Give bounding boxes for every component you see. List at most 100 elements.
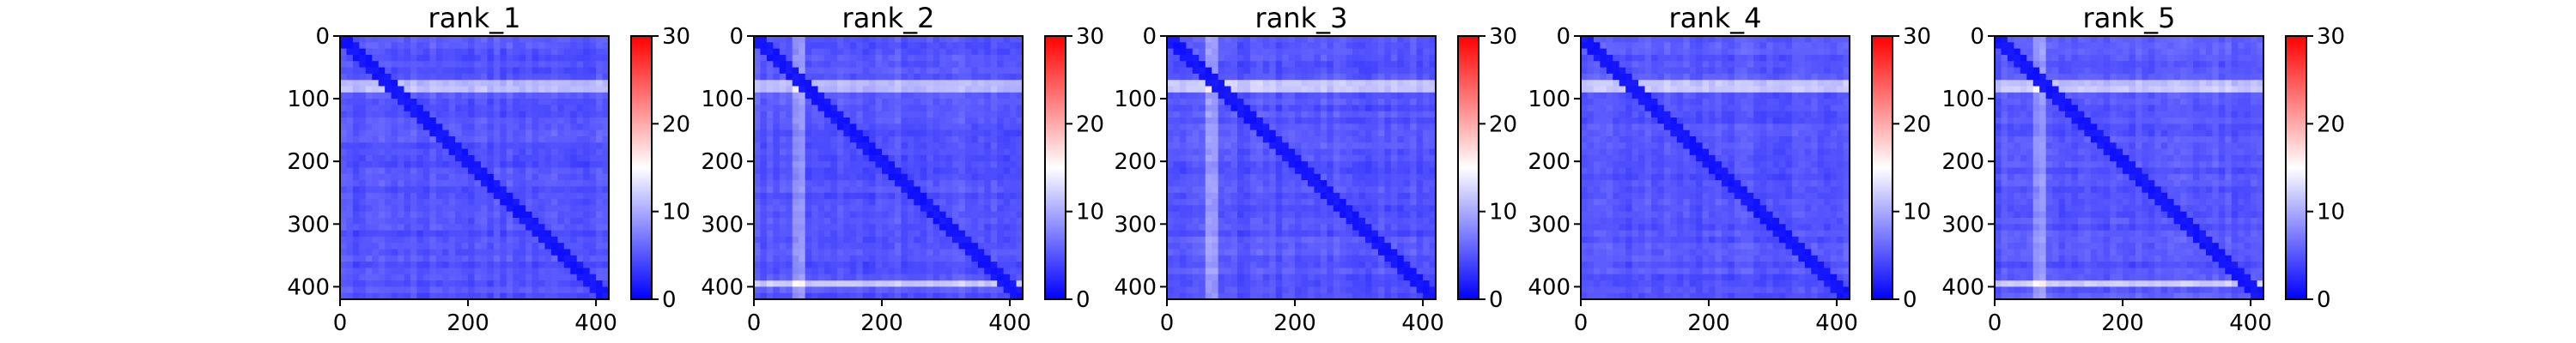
heatmap-cell — [1346, 111, 1353, 118]
heatmap-cell — [920, 111, 927, 118]
heatmap-cell — [1410, 211, 1418, 219]
heatmap-cell — [792, 161, 799, 169]
heatmap-cell — [557, 230, 565, 238]
heatmap-cell — [532, 117, 539, 124]
heatmap-cell — [461, 111, 469, 118]
heatmap-cell — [563, 262, 571, 269]
heatmap-cell — [920, 236, 927, 244]
heatmap-cell — [480, 173, 489, 181]
heatmap-cell — [378, 73, 386, 81]
x-tick-label: 400 — [574, 310, 617, 336]
heatmap-cell — [843, 236, 851, 244]
heatmap-cell — [1365, 186, 1373, 194]
heatmap-cell — [1205, 186, 1212, 194]
heatmap-cell — [1016, 224, 1024, 232]
heatmap-cell — [754, 280, 762, 287]
heatmap-cell — [1423, 173, 1431, 181]
heatmap-cell — [1262, 92, 1270, 99]
heatmap-cell — [1288, 123, 1296, 131]
heatmap-cell — [1192, 73, 1200, 81]
heatmap-cell — [836, 211, 844, 219]
heatmap-cell — [914, 80, 921, 87]
heatmap-cell — [435, 54, 443, 62]
heatmap-cell — [927, 161, 934, 169]
heatmap-cell — [526, 205, 533, 213]
heatmap-cell — [404, 111, 411, 118]
heatmap-cell — [984, 268, 992, 275]
heatmap-cell — [997, 61, 1005, 69]
heatmap-cell — [455, 80, 463, 87]
heatmap-cell — [1314, 173, 1321, 181]
heatmap-cell — [766, 211, 774, 219]
heatmap-cell — [480, 48, 489, 56]
heatmap-cell — [933, 123, 940, 131]
heatmap-cell — [410, 54, 418, 62]
heatmap-cell — [570, 161, 578, 169]
heatmap-cell — [1377, 61, 1385, 69]
heatmap-cell — [435, 186, 443, 194]
heatmap-cell — [984, 123, 992, 131]
heatmap-cell — [563, 224, 571, 232]
heatmap-cell — [1269, 86, 1277, 93]
heatmap-cell — [792, 167, 799, 175]
heatmap-cell — [1179, 117, 1187, 124]
heatmap-cell — [811, 135, 819, 143]
heatmap-cell — [971, 211, 979, 219]
heatmap-cell — [448, 123, 456, 131]
heatmap-cell — [1199, 186, 1206, 194]
heatmap-cell — [939, 217, 947, 225]
heatmap-cell — [811, 99, 819, 106]
heatmap-cell — [1256, 154, 1264, 162]
heatmap-cell — [1218, 148, 1225, 156]
heatmap-cell — [519, 262, 526, 269]
heatmap-cell — [1224, 129, 1232, 137]
heatmap-cell — [984, 161, 992, 169]
heatmap-cell — [1371, 67, 1379, 75]
heatmap-cell — [799, 180, 806, 188]
heatmap-cell — [410, 274, 418, 281]
heatmap-cell — [442, 249, 450, 256]
heatmap-cell — [1186, 186, 1194, 194]
heatmap-cell — [1423, 199, 1431, 206]
heatmap-cell — [563, 111, 571, 118]
heatmap-cell — [901, 111, 908, 118]
heatmap-cell — [990, 61, 998, 69]
heatmap-cell — [786, 86, 793, 93]
heatmap-cell — [513, 199, 520, 206]
heatmap-cell — [971, 292, 979, 300]
heatmap-cell — [557, 286, 565, 294]
heatmap-cell — [340, 173, 348, 181]
heatmap-cell — [836, 105, 844, 112]
heatmap-cell — [372, 129, 380, 137]
heatmap-cell — [1295, 192, 1303, 200]
heatmap-cell — [849, 286, 857, 294]
heatmap-cell — [773, 167, 781, 175]
heatmap-cell — [1320, 135, 1327, 143]
heatmap-cell — [882, 111, 890, 118]
heatmap-cell — [1390, 111, 1398, 118]
heatmap-cell — [602, 167, 610, 175]
heatmap-cell — [952, 161, 960, 169]
heatmap-cell — [1340, 54, 1347, 62]
heatmap-cell — [372, 61, 380, 69]
heatmap-cell — [1327, 192, 1334, 200]
heatmap-cell — [359, 262, 367, 269]
heatmap-cell — [754, 268, 762, 275]
heatmap-cell — [1416, 167, 1424, 175]
heatmap-cell — [1320, 236, 1327, 244]
heatmap-cell — [1429, 129, 1437, 137]
heatmap-cell — [856, 73, 864, 81]
heatmap-cell — [1256, 99, 1264, 106]
heatmap-cell — [1230, 73, 1238, 81]
heatmap-cell — [1320, 186, 1327, 194]
heatmap-cell — [442, 255, 450, 262]
heatmap-cell — [493, 217, 501, 225]
heatmap-cell — [779, 255, 787, 262]
heatmap-cell — [1016, 86, 1024, 93]
heatmap-cell — [1416, 80, 1424, 87]
heatmap-cell — [372, 48, 380, 56]
heatmap-cell — [455, 211, 463, 219]
heatmap-cell — [1186, 217, 1194, 225]
heatmap-cell — [914, 211, 921, 219]
heatmap-cell — [760, 224, 768, 232]
